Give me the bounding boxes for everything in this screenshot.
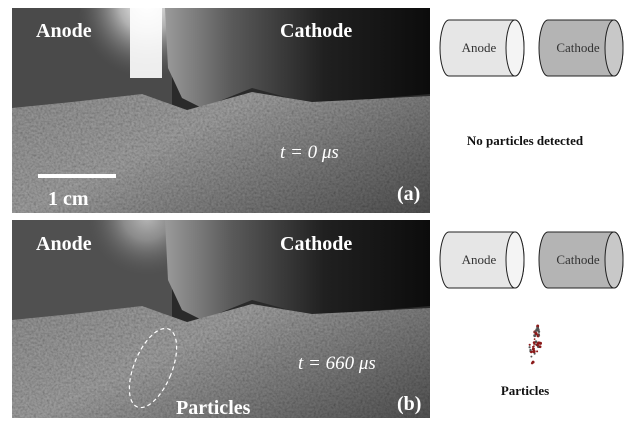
particle-cloud (529, 325, 542, 365)
cathode-label: Cathode (280, 20, 352, 42)
diagram-a: Anode Cathode No particles detected (440, 20, 623, 148)
particle-dot (533, 341, 536, 344)
anode-face (506, 20, 524, 76)
particle-dot (539, 342, 542, 345)
cathode-label: Cathode (280, 233, 352, 255)
cathode-label: Cathode (556, 252, 600, 267)
time-label: t = 0 μs (280, 142, 339, 163)
panel-label: (a) (397, 183, 420, 205)
scale-label: 1 cm (48, 188, 89, 210)
figure: Anode Cathode t = 0 μs 1 cm (a) Anode Ca… (0, 0, 629, 425)
cathode-face (605, 232, 623, 288)
particle-dot (529, 346, 531, 348)
particle-dot (538, 335, 540, 337)
particle-dot (536, 350, 538, 352)
particle-dot (529, 349, 531, 351)
particle-dot (532, 361, 535, 364)
photo-a: Anode Cathode t = 0 μs 1 cm (a) (12, 0, 430, 218)
particle-dot (534, 338, 536, 340)
anode-label: Anode (36, 233, 92, 255)
panel-label: (b) (397, 393, 421, 415)
particle-dot (536, 343, 539, 346)
particles-label: Particles (176, 397, 251, 419)
particle-dot (532, 350, 535, 353)
time-label: t = 660 μs (298, 353, 376, 374)
cathode-face (605, 20, 623, 76)
photo-b: Anode Cathode t = 660 μs Particles (b) (12, 180, 430, 425)
particle-dot (539, 345, 542, 348)
anode-label: Anode (462, 252, 497, 267)
particle-dot (533, 348, 535, 350)
particle-dot (535, 332, 537, 334)
anode-label: Anode (462, 40, 497, 55)
diagram-b: Anode Cathode Particles (440, 232, 623, 398)
particle-dot (529, 344, 531, 346)
anode-label: Anode (36, 20, 92, 42)
particle-dot (533, 345, 535, 347)
particle-dot (537, 327, 539, 329)
caption: No particles detected (467, 133, 584, 148)
anode-tip (130, 8, 162, 78)
anode-face (506, 232, 524, 288)
particle-dot (530, 356, 532, 358)
cathode-label: Cathode (556, 40, 600, 55)
scale-bar (38, 174, 116, 178)
caption: Particles (501, 383, 549, 398)
